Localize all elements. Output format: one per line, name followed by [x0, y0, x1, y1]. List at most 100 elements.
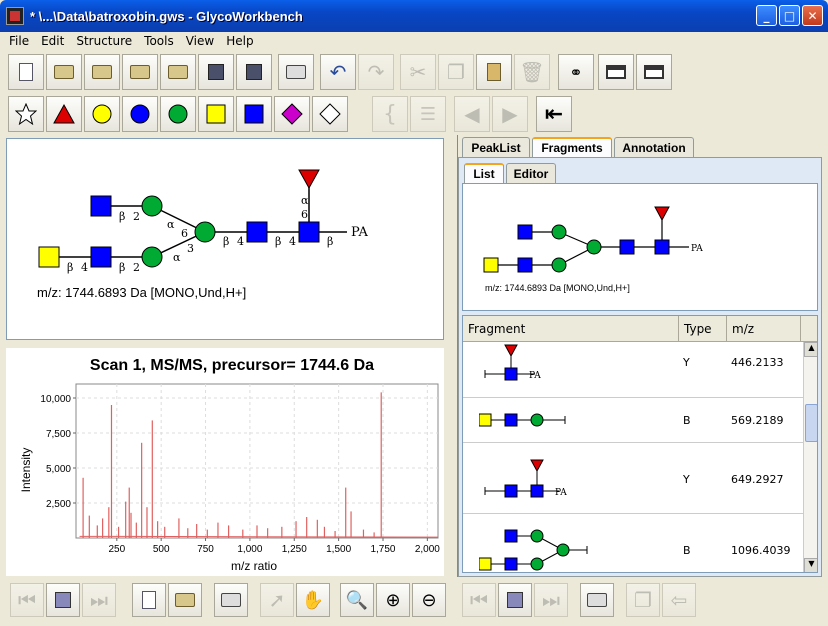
link-label: 2	[133, 261, 140, 274]
app-icon[interactable]	[6, 7, 24, 25]
redo-icon[interactable]: ↷	[358, 54, 394, 90]
menu-bar: File Edit Structure Tools View Help	[0, 32, 828, 50]
x-axis-label: m/z ratio	[231, 559, 277, 573]
open-icon[interactable]	[168, 583, 202, 617]
menu-edit[interactable]: Edit	[41, 34, 65, 48]
glycan-structure: β 2 β 4 β 2 α 6 α 3 β 4 β 4 α 6 β PA m/z…	[37, 169, 369, 300]
open-folder-icon[interactable]	[46, 54, 82, 90]
minimize-button[interactable]: _	[756, 5, 777, 26]
square-blue-button[interactable]	[236, 96, 272, 132]
maximize-button[interactable]: □	[779, 5, 800, 26]
back-icon[interactable]: ⇦	[662, 583, 696, 617]
link-label: 2	[133, 210, 140, 223]
layout-b-icon[interactable]	[636, 54, 672, 90]
scroll-thumb[interactable]	[805, 404, 817, 442]
layout-a-icon[interactable]	[598, 54, 634, 90]
print-icon[interactable]	[278, 54, 314, 90]
y-axis-label: Intensity	[19, 448, 33, 493]
bracket-button[interactable]: {	[372, 96, 408, 132]
prev-icon[interactable]: ⏮	[10, 583, 44, 617]
table-scrollbar[interactable]: ▲ ▼	[803, 342, 817, 572]
zoom-icon[interactable]: 🔍	[340, 583, 374, 617]
cut-icon[interactable]: ✂	[400, 54, 436, 90]
zoom-out-icon[interactable]: ⊖	[412, 583, 446, 617]
properties-button[interactable]: ☰	[410, 96, 446, 132]
tab-peaklist[interactable]: PeakList	[462, 137, 530, 157]
triangle-red-button[interactable]	[46, 96, 82, 132]
square-yellow-button[interactable]	[198, 96, 234, 132]
tab-editor[interactable]: Editor	[506, 163, 556, 183]
stop-icon[interactable]	[46, 583, 80, 617]
table-row[interactable]: B 1096.4039	[463, 514, 803, 572]
circle-yellow-button[interactable]	[84, 96, 120, 132]
table-row[interactable]: PA Y 446.2133	[463, 342, 803, 398]
structure-canvas[interactable]: β 2 β 4 β 2 α 6 α 3 β 4 β 4 α 6 β PA m/z…	[6, 138, 444, 340]
preview-reducing-label: PA	[691, 244, 703, 254]
print-icon[interactable]	[580, 583, 614, 617]
svg-text:PA: PA	[529, 371, 541, 381]
glcnac-square	[246, 221, 268, 243]
fragment-glycan: PA	[484, 344, 541, 381]
menu-help[interactable]: Help	[226, 34, 254, 48]
mannose-circle	[141, 246, 163, 268]
tab-annotation[interactable]: Annotation	[614, 137, 694, 157]
rotate-left-button[interactable]: ◀	[454, 96, 490, 132]
diamond-white-button[interactable]	[312, 96, 348, 132]
delete-icon[interactable]: 🗑	[514, 54, 550, 90]
orientation-button[interactable]: ⇤	[536, 96, 572, 132]
new-document-icon[interactable]	[8, 54, 44, 90]
save-as-icon[interactable]	[236, 54, 272, 90]
col-fragment[interactable]: Fragment	[463, 316, 679, 342]
splitter[interactable]	[6, 342, 444, 348]
structure-preview[interactable]: PA m/z: 1744.6893 Da [MONO,Und,H+]	[462, 183, 818, 311]
scroll-down-button[interactable]: ▼	[804, 558, 817, 572]
undo-icon[interactable]: ↶	[320, 54, 356, 90]
circle-blue-button[interactable]	[122, 96, 158, 132]
copy-icon[interactable]: ❐	[626, 583, 660, 617]
x-tick-label: 1,000	[237, 544, 262, 555]
paste-icon[interactable]	[476, 54, 512, 90]
stop-icon[interactable]	[498, 583, 532, 617]
new-doc-icon[interactable]	[132, 583, 166, 617]
close-button[interactable]: ✕	[802, 5, 823, 26]
chart-title: Scan 1, MS/MS, precursor= 1744.6 Da	[90, 357, 374, 374]
search-binoculars-icon[interactable]: ⚭	[558, 54, 594, 90]
next-icon[interactable]: ⏭	[534, 583, 568, 617]
copy-icon[interactable]: ❐	[438, 54, 474, 90]
menu-file[interactable]: File	[9, 34, 30, 48]
pointer-icon[interactable]: ➚	[260, 583, 294, 617]
menu-tools[interactable]: Tools	[144, 34, 174, 48]
menu-structure[interactable]: Structure	[76, 34, 133, 48]
red-triangle-icon	[53, 103, 75, 124]
print-icon[interactable]	[214, 583, 248, 617]
fucose-triangle	[298, 169, 320, 190]
star-residue-button[interactable]	[8, 96, 44, 132]
arrow-left-bar-icon: ⇤	[544, 101, 564, 127]
residue-toolbar: { ☰ ◀ ▶ ⇤	[0, 93, 828, 135]
hand-icon[interactable]: ✋	[296, 583, 330, 617]
tab-fragments[interactable]: Fragments	[532, 137, 612, 157]
table-row[interactable]: B 569.2189	[463, 398, 803, 443]
diamond-magenta-button[interactable]	[274, 96, 310, 132]
table-row[interactable]: PA Y 649.2927	[463, 443, 803, 514]
window-title: * \...\Data\batroxobin.gws - GlycoWorkbe…	[30, 8, 303, 24]
open-recent-icon[interactable]	[160, 54, 196, 90]
prev-icon[interactable]: ⏮	[462, 583, 496, 617]
circle-green-button[interactable]	[160, 96, 196, 132]
glcnac-reducing-square	[298, 221, 320, 243]
spectrum-chart[interactable]: Scan 1, MS/MS, precursor= 1744.6 Da Inte…	[6, 348, 444, 576]
rotate-right-button[interactable]: ▶	[492, 96, 528, 132]
zoom-in-icon[interactable]: ⊕	[376, 583, 410, 617]
col-type[interactable]: Type	[679, 316, 727, 342]
menu-view[interactable]: View	[185, 34, 215, 48]
scroll-up-button[interactable]: ▲	[804, 342, 817, 357]
next-icon[interactable]: ⏭	[82, 583, 116, 617]
add-folder-icon[interactable]	[84, 54, 120, 90]
col-mz[interactable]: m/z	[727, 316, 801, 342]
svg-text:PA: PA	[555, 488, 567, 498]
tab-list[interactable]: List	[464, 163, 504, 183]
fragment-mz: 649.2927	[731, 473, 784, 486]
import-spectrum-icon[interactable]	[122, 54, 158, 90]
save-icon[interactable]	[198, 54, 234, 90]
fragment-glycan	[479, 413, 566, 427]
